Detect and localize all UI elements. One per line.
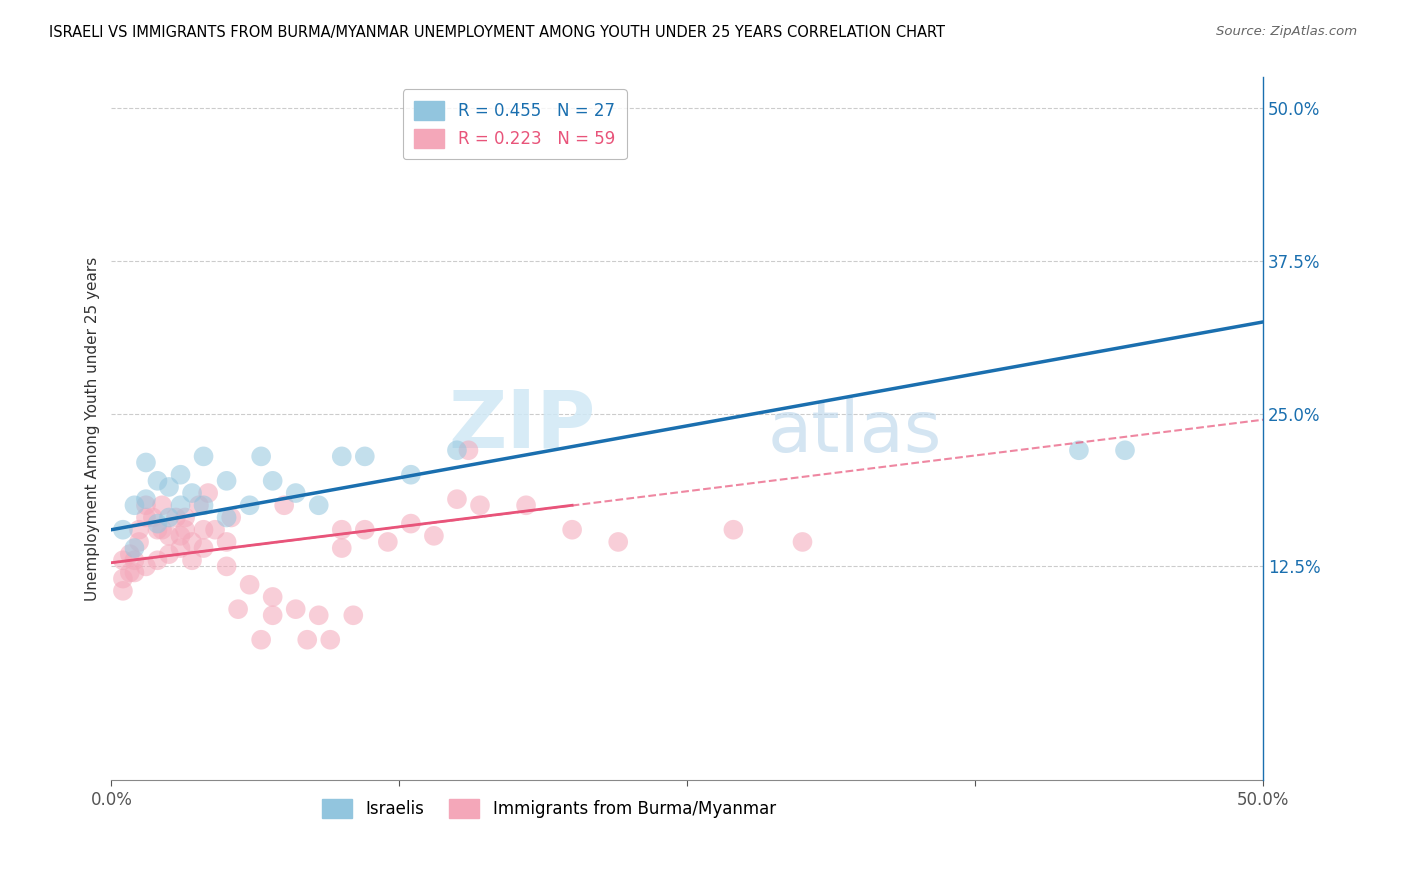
Point bbox=[157, 510, 180, 524]
Point bbox=[262, 590, 284, 604]
Point bbox=[342, 608, 364, 623]
Point bbox=[319, 632, 342, 647]
Point bbox=[515, 498, 537, 512]
Point bbox=[111, 583, 134, 598]
Point bbox=[124, 553, 146, 567]
Point bbox=[446, 443, 468, 458]
Point bbox=[124, 498, 146, 512]
Legend: Israelis, Immigrants from Burma/Myanmar: Israelis, Immigrants from Burma/Myanmar bbox=[315, 792, 783, 825]
Point bbox=[118, 547, 141, 561]
Point bbox=[169, 529, 191, 543]
Point bbox=[1114, 443, 1136, 458]
Point bbox=[284, 602, 307, 616]
Point bbox=[215, 510, 238, 524]
Point bbox=[135, 455, 157, 469]
Point bbox=[226, 602, 249, 616]
Point bbox=[284, 486, 307, 500]
Point bbox=[169, 541, 191, 555]
Point bbox=[308, 608, 330, 623]
Point bbox=[128, 535, 150, 549]
Point bbox=[723, 523, 745, 537]
Point bbox=[423, 529, 446, 543]
Point bbox=[399, 467, 422, 482]
Point bbox=[187, 498, 209, 512]
Point bbox=[607, 535, 630, 549]
Point bbox=[111, 523, 134, 537]
Point bbox=[124, 566, 146, 580]
Point bbox=[262, 474, 284, 488]
Point bbox=[142, 510, 165, 524]
Point bbox=[215, 559, 238, 574]
Point bbox=[193, 498, 215, 512]
Point bbox=[174, 523, 197, 537]
Point bbox=[118, 566, 141, 580]
Point bbox=[204, 523, 226, 537]
Point bbox=[135, 498, 157, 512]
Point bbox=[250, 450, 273, 464]
Point bbox=[193, 523, 215, 537]
Point bbox=[239, 578, 262, 592]
Point bbox=[146, 523, 169, 537]
Point bbox=[157, 529, 180, 543]
Point bbox=[1067, 443, 1090, 458]
Point bbox=[239, 498, 262, 512]
Point bbox=[215, 474, 238, 488]
Point bbox=[457, 443, 479, 458]
Point bbox=[446, 492, 468, 507]
Point bbox=[146, 474, 169, 488]
Point bbox=[169, 498, 191, 512]
Point bbox=[150, 498, 173, 512]
Point bbox=[181, 535, 204, 549]
Point bbox=[197, 486, 219, 500]
Point bbox=[124, 541, 146, 555]
Point bbox=[135, 510, 157, 524]
Text: ZIP: ZIP bbox=[449, 386, 595, 465]
Point bbox=[128, 523, 150, 537]
Point bbox=[308, 498, 330, 512]
Point bbox=[792, 535, 814, 549]
Y-axis label: Unemployment Among Youth under 25 years: Unemployment Among Youth under 25 years bbox=[86, 257, 100, 601]
Point bbox=[181, 553, 204, 567]
Point bbox=[181, 486, 204, 500]
Point bbox=[165, 510, 187, 524]
Point bbox=[297, 632, 319, 647]
Point bbox=[135, 492, 157, 507]
Point bbox=[157, 480, 180, 494]
Point bbox=[146, 553, 169, 567]
Point bbox=[399, 516, 422, 531]
Point bbox=[111, 572, 134, 586]
Point bbox=[330, 450, 353, 464]
Point bbox=[135, 559, 157, 574]
Text: atlas: atlas bbox=[768, 398, 942, 467]
Point bbox=[193, 450, 215, 464]
Text: ISRAELI VS IMMIGRANTS FROM BURMA/MYANMAR UNEMPLOYMENT AMONG YOUTH UNDER 25 YEARS: ISRAELI VS IMMIGRANTS FROM BURMA/MYANMAR… bbox=[49, 25, 945, 40]
Text: Source: ZipAtlas.com: Source: ZipAtlas.com bbox=[1216, 25, 1357, 38]
Point bbox=[146, 516, 169, 531]
Point bbox=[353, 450, 375, 464]
Point bbox=[169, 467, 191, 482]
Point bbox=[150, 523, 173, 537]
Point bbox=[377, 535, 399, 549]
Point bbox=[353, 523, 375, 537]
Point bbox=[174, 510, 197, 524]
Point bbox=[273, 498, 295, 512]
Point bbox=[157, 547, 180, 561]
Point bbox=[561, 523, 583, 537]
Point bbox=[468, 498, 491, 512]
Point bbox=[215, 535, 238, 549]
Point bbox=[262, 608, 284, 623]
Point bbox=[219, 510, 242, 524]
Point bbox=[250, 632, 273, 647]
Point bbox=[330, 541, 353, 555]
Point bbox=[111, 553, 134, 567]
Point bbox=[193, 541, 215, 555]
Point bbox=[330, 523, 353, 537]
